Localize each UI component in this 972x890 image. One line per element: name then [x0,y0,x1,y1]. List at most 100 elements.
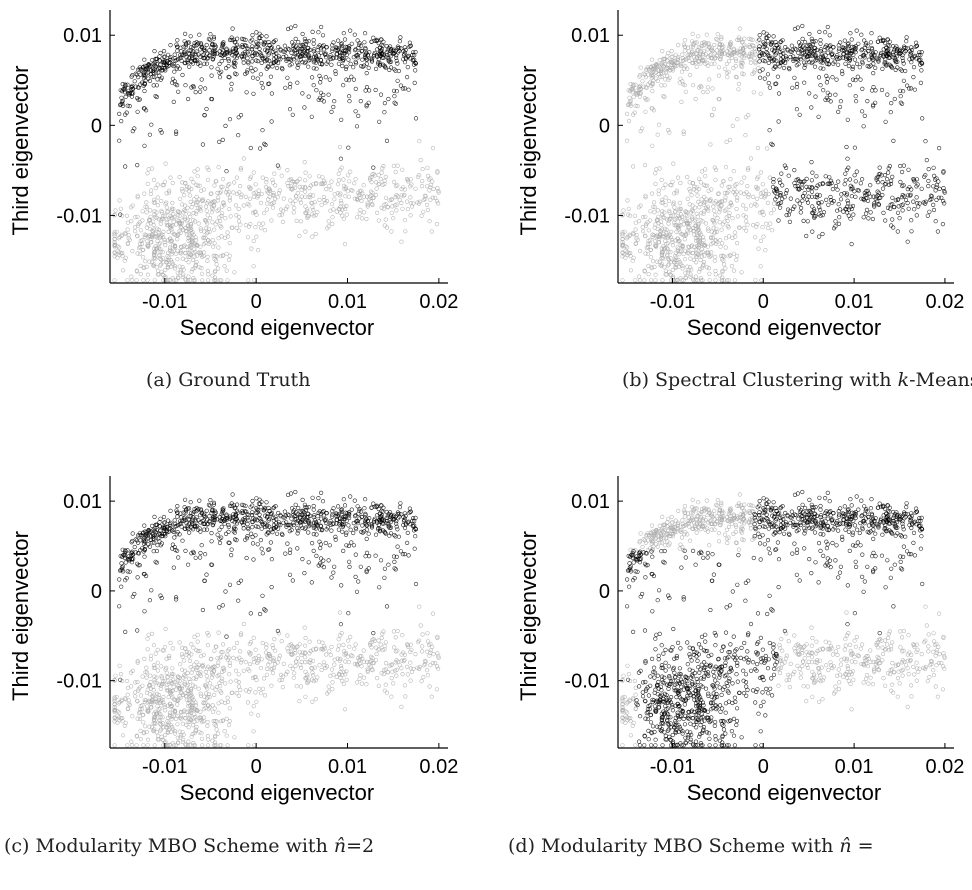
scatter-point [142,57,147,62]
scatter-point [275,195,280,200]
scatter-point [146,632,151,637]
scatter-point [397,197,402,203]
scatter-point [665,54,670,59]
scatter-point [691,257,697,263]
scatter-point [795,198,800,203]
scatter-point [835,187,840,192]
scatter-point [346,57,351,62]
scatter-point [187,247,193,252]
scatter-point [193,235,198,240]
scatter-point [849,194,854,199]
scatter-point [161,48,167,54]
scatter-point [866,57,872,62]
scatter-point [825,90,830,95]
scatter-point [194,660,199,665]
scatter-point [112,212,117,217]
scatter-point [737,26,742,31]
scatter-point [865,198,871,203]
scatter-point [335,647,341,652]
scatter-point [366,65,371,70]
scatter-point [256,713,261,718]
scatter-point [156,268,161,273]
scatter-point [735,214,740,219]
scatter-point [383,202,388,207]
scatter-point [190,267,195,272]
scatter-point [767,128,772,133]
scatter-point [707,77,712,82]
scatter-point [152,252,157,257]
scatter-point [336,637,341,642]
scatter-point [127,103,132,109]
scatter-point [844,210,850,215]
scatter-point [395,78,400,83]
scatter-point [331,104,336,110]
scatter-point [862,38,867,43]
scatter-point [290,201,296,206]
scatter-point [709,229,714,234]
scatter-point [435,186,440,191]
scatter-point [175,702,180,707]
y-tick-label: 0.01 [63,25,102,47]
scatter-point [130,743,135,748]
scatter-point [859,109,865,114]
scatter-point [802,80,807,85]
scatter-point [180,72,185,78]
scatter-point [300,31,305,37]
scatter-point [179,251,184,256]
scatter-point [336,61,342,66]
scatter-point [696,199,701,204]
scatter-point [188,278,193,283]
scatter-point [374,180,379,185]
scatter-point [228,214,233,219]
scatter-point [397,39,403,44]
scatter-point [268,188,273,193]
scatter-point [236,693,242,698]
scatter-point [152,60,157,66]
scatter-point [231,655,236,661]
scatter-point [349,653,354,658]
scatter-point [171,212,176,217]
scatter-point [130,203,135,208]
scatter-point [303,185,308,190]
scatter-point [172,52,177,57]
scatter-point [732,230,738,235]
scatter-point [705,85,711,90]
scatter-point [676,42,681,48]
scatter-point [223,235,228,240]
scatter-point [174,129,179,134]
scatter-point [319,202,324,207]
scatter-point [223,589,228,594]
scatter-point [175,237,180,242]
scatter-point [225,183,230,188]
scatter-point [399,704,404,710]
scatter-point [155,195,160,200]
scatter-point [377,181,382,186]
scatter-point [209,191,214,196]
scatter-point [159,257,164,263]
scatter-point [251,635,256,641]
scatter-point [248,145,253,151]
scatter-point [864,207,870,212]
scatter-point [873,100,878,105]
scatter-point [798,210,803,215]
scatter-point [652,210,657,215]
scatter-point [648,218,653,223]
scatter-point [259,80,264,86]
scatter-point [137,716,143,722]
scatter-point [170,260,175,265]
scatter-point [303,659,308,665]
scatter-point [148,673,153,678]
scatter-point [219,234,224,239]
scatter-point [157,73,162,78]
scatter-point [382,223,387,228]
scatter-point [200,198,205,203]
scatter-point [756,65,761,70]
scatter-point [227,198,232,203]
scatter-point [144,675,149,680]
scatter-point [239,166,244,171]
scatter-point [147,724,152,729]
scatter-point [843,178,848,183]
scatter-point [190,257,196,263]
scatter-point [716,65,722,70]
scatter-point [436,201,441,206]
